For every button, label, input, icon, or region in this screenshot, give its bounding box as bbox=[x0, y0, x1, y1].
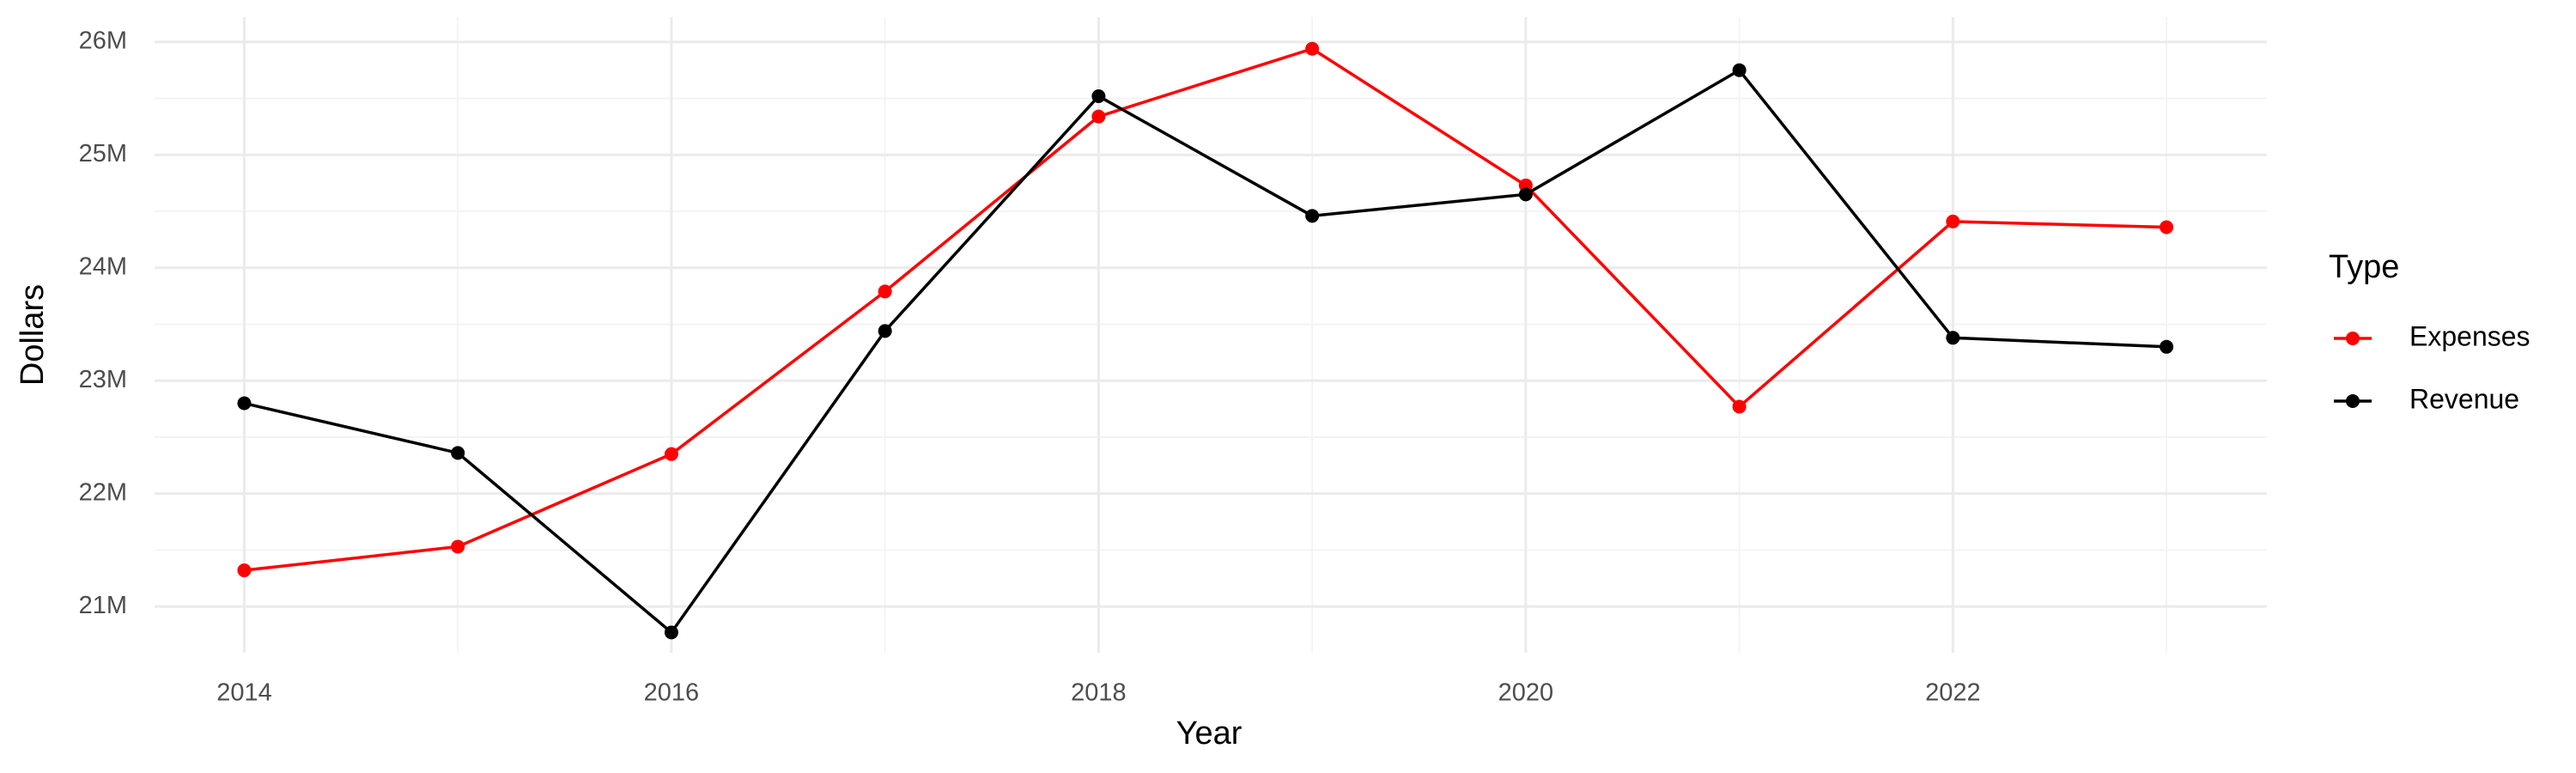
point bbox=[1305, 209, 1320, 223]
y-tick-label: 25M bbox=[79, 140, 127, 167]
point bbox=[1305, 41, 1320, 56]
y-tick-label: 22M bbox=[79, 478, 127, 506]
point bbox=[664, 447, 678, 461]
point bbox=[2160, 339, 2174, 354]
point bbox=[1732, 399, 1747, 414]
point bbox=[237, 396, 252, 411]
series-line bbox=[244, 46, 2167, 572]
point bbox=[451, 539, 465, 554]
point bbox=[237, 563, 252, 578]
point bbox=[451, 446, 465, 460]
point bbox=[878, 284, 892, 299]
series-line bbox=[244, 68, 2167, 635]
x-tick-label: 2014 bbox=[216, 679, 272, 707]
point bbox=[1732, 63, 1747, 77]
legend-key-point bbox=[2346, 394, 2360, 408]
x-tick-label: 2022 bbox=[1925, 679, 1981, 707]
point bbox=[1091, 89, 1106, 104]
point bbox=[664, 625, 678, 640]
y-tick-label: 21M bbox=[79, 592, 127, 619]
legend-label: Expenses bbox=[2409, 320, 2530, 351]
legend-title: Type bbox=[2329, 249, 2399, 285]
y-tick-label: 24M bbox=[79, 253, 127, 280]
y-tick-label: 26M bbox=[79, 27, 127, 55]
y-tick-label: 23M bbox=[79, 366, 127, 393]
y-axis-title: Dollars bbox=[15, 284, 51, 386]
point bbox=[878, 324, 892, 338]
point bbox=[2160, 220, 2174, 234]
x-tick-label: 2020 bbox=[1498, 679, 1554, 707]
legend-label: Revenue bbox=[2409, 383, 2519, 414]
point bbox=[1946, 331, 1960, 345]
x-axis-title: Year bbox=[1176, 715, 1242, 752]
point bbox=[1518, 187, 1533, 202]
point bbox=[1946, 214, 1960, 228]
legend-key-point bbox=[2346, 332, 2360, 345]
x-tick-label: 2018 bbox=[1071, 679, 1127, 707]
x-tick-label: 2016 bbox=[644, 679, 700, 707]
point bbox=[1091, 109, 1106, 124]
